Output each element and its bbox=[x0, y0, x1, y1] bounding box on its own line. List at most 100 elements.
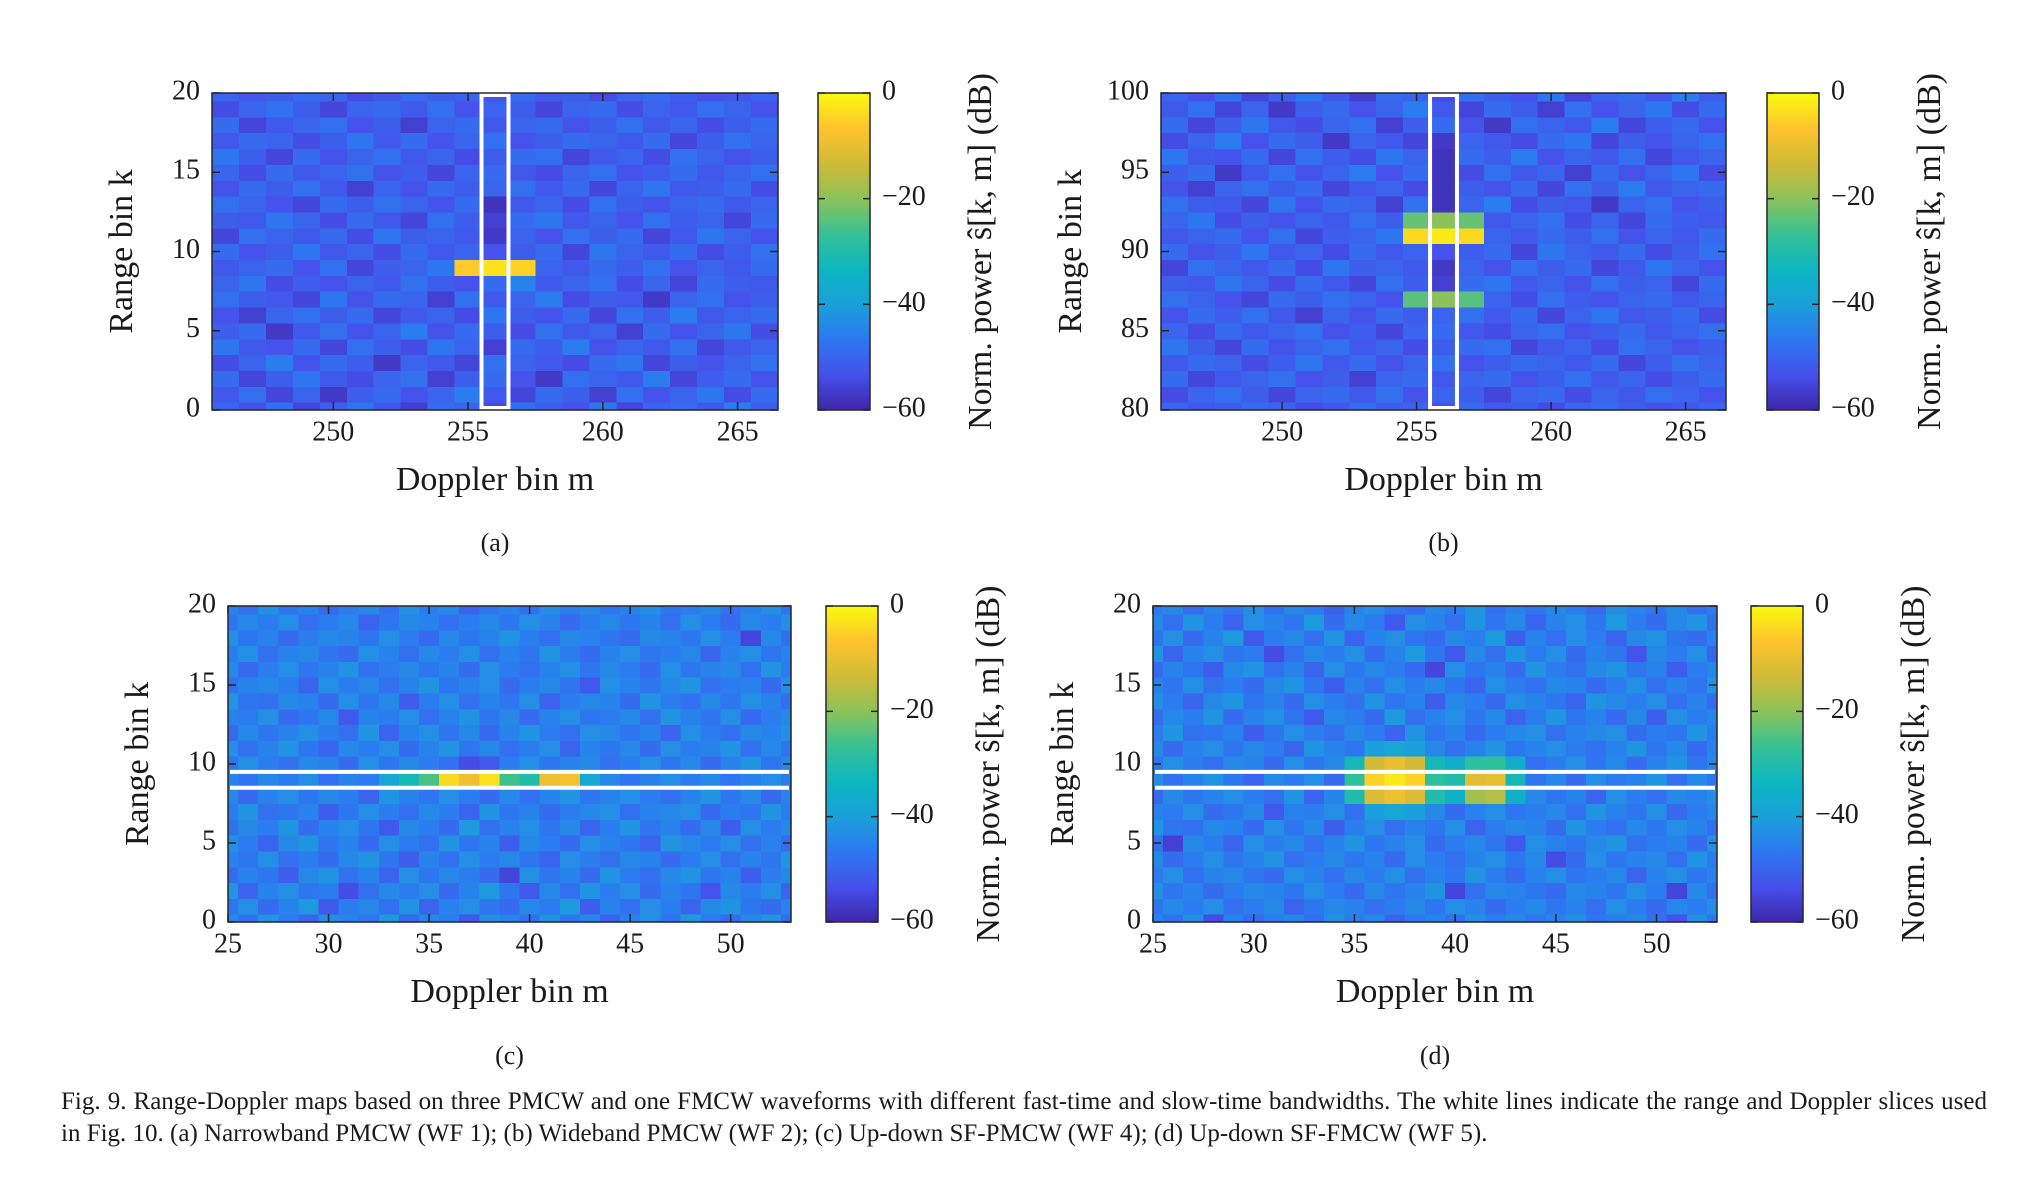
heatmap-cell bbox=[338, 914, 360, 922]
heatmap-cell bbox=[1591, 196, 1619, 213]
heatmap-cell bbox=[1187, 180, 1216, 197]
heatmap-cell bbox=[1666, 677, 1688, 694]
heatmap-cell bbox=[1324, 606, 1345, 615]
colorbar-tick-label: −20 bbox=[1831, 181, 1875, 212]
heatmap-cell bbox=[1586, 866, 1607, 884]
heatmap-cell bbox=[1364, 756, 1386, 773]
heatmap-cell bbox=[1591, 291, 1619, 308]
heatmap-cell bbox=[620, 787, 641, 805]
heatmap-cell bbox=[508, 211, 537, 229]
heatmap-cell bbox=[1646, 708, 1668, 726]
heatmap-cell bbox=[400, 338, 429, 356]
heatmap-cell bbox=[1324, 692, 1345, 710]
heatmap-cell bbox=[1187, 132, 1216, 150]
heatmap-cell bbox=[292, 370, 321, 387]
colorbar-label: Norm. power ŝ[k, m] (dB) bbox=[1911, 73, 1948, 430]
heatmap-cell bbox=[680, 756, 702, 773]
heatmap-cell bbox=[459, 724, 480, 741]
heatmap-cell bbox=[660, 756, 682, 773]
heatmap-cell bbox=[1322, 227, 1350, 245]
heatmap-cell bbox=[1403, 211, 1431, 229]
heatmap-cell bbox=[1243, 724, 1265, 741]
heatmap-cell bbox=[238, 882, 259, 899]
heatmap-cell bbox=[589, 338, 617, 356]
heatmap-cell bbox=[697, 354, 725, 371]
heatmap-cell bbox=[298, 613, 320, 631]
heatmap-cell bbox=[1163, 645, 1184, 662]
heatmap-cell bbox=[1645, 148, 1673, 165]
heatmap-cell bbox=[398, 724, 420, 741]
heatmap-cell bbox=[1456, 354, 1485, 371]
heatmap-cell bbox=[1241, 93, 1270, 102]
heatmap-cell bbox=[640, 613, 661, 631]
heatmap-cell bbox=[1646, 661, 1668, 678]
heatmap-cell bbox=[519, 787, 541, 805]
heatmap-cell bbox=[1672, 116, 1700, 134]
heatmap-cell bbox=[1505, 677, 1527, 694]
heatmap-cell bbox=[1223, 914, 1245, 922]
heatmap-cell bbox=[1263, 645, 1285, 662]
heatmap-cell bbox=[1376, 132, 1404, 150]
heatmap-cell bbox=[400, 354, 429, 371]
heatmap-cell bbox=[373, 402, 402, 410]
heatmap-cell bbox=[1445, 692, 1466, 710]
heatmap-cell bbox=[1424, 613, 1446, 631]
heatmap-cell bbox=[1214, 132, 1243, 150]
heatmap-cell bbox=[724, 196, 752, 213]
heatmap-cell bbox=[292, 354, 321, 371]
heatmap-cell bbox=[1564, 180, 1593, 197]
heatmap-cell bbox=[292, 275, 321, 292]
heatmap-cell bbox=[1485, 724, 1507, 741]
heatmap-cell bbox=[1586, 661, 1607, 678]
heatmap-cell bbox=[724, 100, 752, 118]
heatmap-cell bbox=[508, 259, 537, 276]
heatmap-cell bbox=[1646, 835, 1668, 852]
heatmap-cell bbox=[780, 692, 791, 710]
heatmap-cell bbox=[1525, 613, 1547, 631]
heatmap-cell bbox=[479, 708, 501, 726]
heatmap-cell bbox=[1241, 116, 1270, 134]
heatmap-cell bbox=[640, 661, 661, 678]
heatmap-cell bbox=[1153, 850, 1164, 868]
heatmap-cell bbox=[1645, 196, 1673, 213]
heatmap-cell bbox=[1153, 866, 1164, 884]
heatmap-cell bbox=[481, 227, 510, 245]
heatmap-cell bbox=[589, 243, 617, 261]
heatmap-cell bbox=[562, 259, 590, 276]
heatmap-cell bbox=[1430, 259, 1458, 276]
heatmap-cell bbox=[1214, 196, 1243, 213]
heatmap-cell bbox=[1304, 866, 1325, 884]
heatmap-cell bbox=[212, 322, 240, 340]
heatmap-cell bbox=[535, 338, 563, 356]
heatmap-cell bbox=[1537, 148, 1566, 165]
heatmap-cell bbox=[378, 835, 400, 852]
heatmap-cell bbox=[579, 835, 601, 852]
heatmap-cell bbox=[346, 116, 375, 134]
heatmap-cell bbox=[346, 180, 375, 197]
heatmap-cell bbox=[398, 645, 420, 662]
heatmap-cell bbox=[427, 370, 456, 387]
heatmap-cell bbox=[1295, 93, 1324, 102]
heatmap-cell bbox=[212, 275, 240, 292]
heatmap-cell bbox=[1591, 354, 1619, 371]
heatmap-cell bbox=[616, 275, 644, 292]
heatmap-cell bbox=[697, 243, 725, 261]
heatmap-cell bbox=[238, 322, 267, 340]
heatmap-cell bbox=[589, 148, 617, 165]
heatmap-cell bbox=[1322, 291, 1350, 308]
heatmap-cell bbox=[1295, 306, 1324, 324]
heatmap-cell bbox=[398, 756, 420, 773]
heatmap-cell bbox=[1456, 93, 1485, 102]
heatmap-cell bbox=[1666, 692, 1688, 710]
heatmap-cell bbox=[1223, 819, 1245, 836]
heatmap-cell bbox=[292, 100, 321, 118]
heatmap-cell bbox=[1344, 866, 1366, 884]
x-tick-label: 260 bbox=[582, 416, 624, 447]
heatmap-cell bbox=[760, 819, 782, 836]
heatmap-cell bbox=[319, 291, 348, 308]
heatmap-cell bbox=[400, 306, 429, 324]
heatmap-cell bbox=[479, 850, 501, 868]
heatmap-cell bbox=[780, 850, 791, 868]
heatmap-cell bbox=[1403, 338, 1431, 356]
heatmap-cell bbox=[1430, 93, 1458, 102]
